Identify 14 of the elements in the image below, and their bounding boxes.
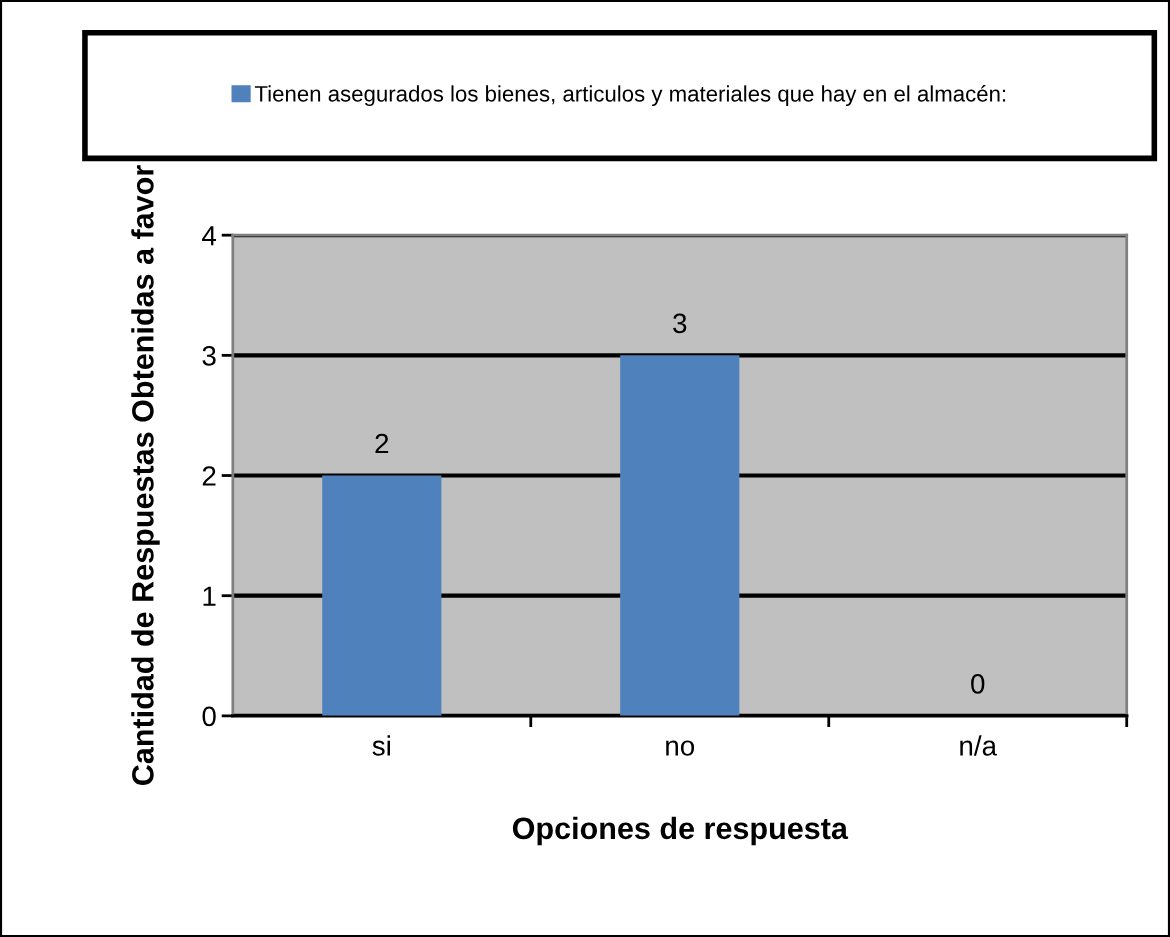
- y-tick-label: 1: [203, 586, 216, 606]
- x-axis-title: Opciones de respuesta: [512, 816, 849, 846]
- x-tick-label: no: [666, 740, 695, 756]
- y-axis-title: Cantidad de Respuestas Obtenidas a favor: [131, 165, 160, 785]
- data-label: 3: [673, 313, 687, 334]
- data-label: 2: [375, 433, 389, 454]
- y-tick-label: 4: [202, 226, 217, 246]
- y-tick-label: 2: [202, 466, 216, 486]
- x-tick-label: si: [372, 735, 390, 756]
- legend-label: Tienen asegurados los bienes, articulos y materiales que hay en el almacén:: [254, 85, 1006, 107]
- y-tick-label: 0: [202, 706, 216, 727]
- y-tick-label: 3: [202, 346, 216, 366]
- x-tick-label: n/a: [960, 735, 998, 756]
- data-label: 0: [971, 674, 985, 694]
